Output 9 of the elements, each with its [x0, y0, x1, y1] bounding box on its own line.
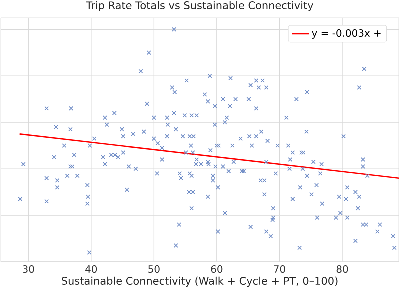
x-tick-label: 40 [86, 266, 98, 274]
x-tick-label: 60 [211, 266, 223, 274]
legend-label: y = -0.003x + [312, 29, 381, 39]
x-tick-label: 50 [148, 266, 160, 274]
x-tick-label: 70 [274, 266, 286, 274]
x-tick-label: 30 [23, 266, 34, 274]
x-tick-label: 80 [336, 266, 348, 274]
chart-title: Trip Rate Totals vs Sustainable Connectivity [86, 1, 314, 12]
x-axis-title: Sustainable Connectivity (Walk + Cycle + PT, 0–100) [62, 276, 338, 288]
